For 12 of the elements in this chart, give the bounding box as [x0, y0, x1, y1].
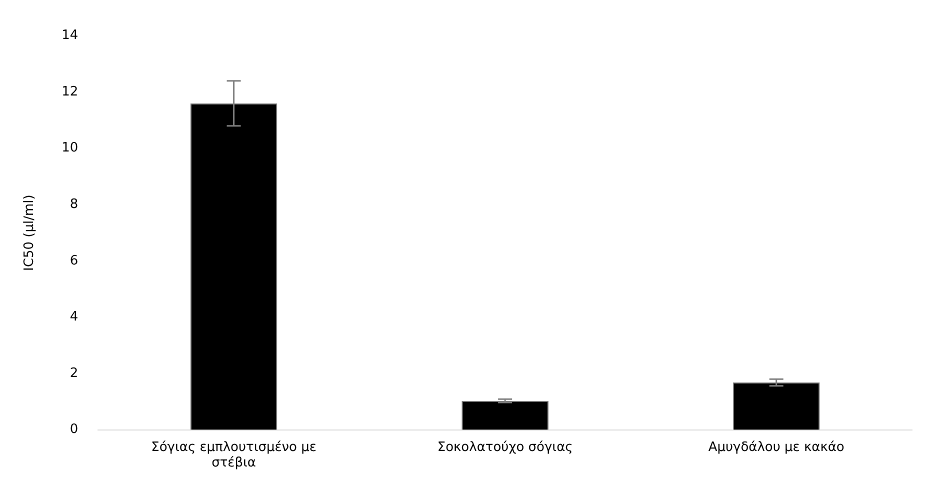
y-tick-label: 14 [62, 28, 78, 44]
x-tick-label: Σόγιας εμπλουτισμένο με στέβια [151, 440, 316, 471]
y-tick-label: 10 [62, 140, 78, 156]
x-tick-label: Αμυγδάλου με κακάο [708, 440, 844, 455]
y-tick-label: 2 [70, 366, 78, 381]
x-tick-label: Σοκολατούχο σόγιας [437, 440, 573, 455]
y-tick-label: 4 [70, 310, 78, 325]
y-tick-label: 8 [70, 197, 78, 212]
y-tick-label: 12 [62, 84, 78, 100]
y-tick-label: 6 [70, 253, 78, 268]
y-axis-title: IC50 (μl/ml) [22, 194, 38, 271]
y-tick-label: 0 [70, 422, 78, 438]
